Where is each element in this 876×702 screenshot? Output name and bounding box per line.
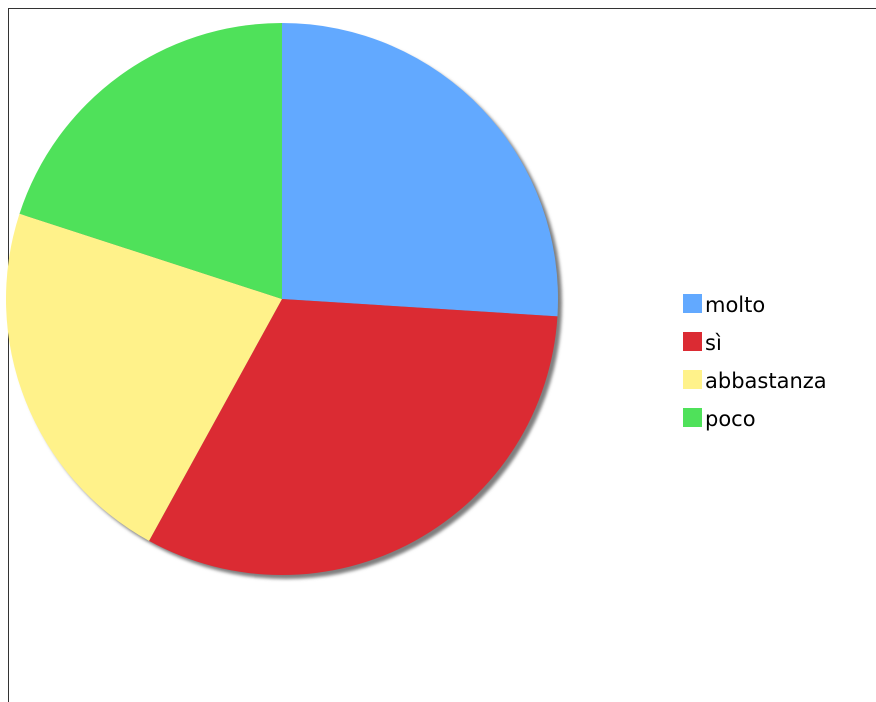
legend-label-poco: poco bbox=[705, 407, 756, 431]
pie-slice-abbastanza bbox=[5, 213, 282, 541]
pie-slices bbox=[5, 23, 558, 575]
legend-swatch-abbastanza bbox=[683, 370, 702, 389]
pie-slice-molto bbox=[282, 23, 558, 317]
pie-slice-poco bbox=[19, 23, 283, 299]
pie-slice-si bbox=[149, 299, 558, 575]
legend-swatch-poco bbox=[683, 408, 702, 427]
legend-swatch-si bbox=[683, 332, 702, 351]
legend: molto sì abbastanza poco bbox=[683, 293, 827, 431]
legend-label-si: sì bbox=[705, 331, 722, 355]
legend-label-abbastanza: abbastanza bbox=[705, 369, 827, 393]
legend-label-molto: molto bbox=[705, 293, 765, 317]
legend-swatch-molto bbox=[683, 294, 702, 313]
